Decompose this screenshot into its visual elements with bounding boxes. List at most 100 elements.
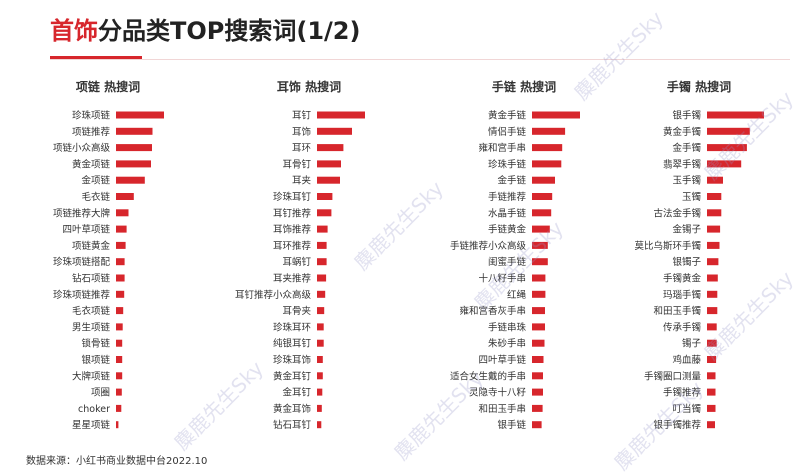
category-label: 珍珠项链	[72, 110, 111, 122]
bar	[707, 176, 723, 184]
category-label: 手链推荐小众高级	[450, 240, 527, 252]
category-label: 星星项链	[72, 419, 111, 431]
bar	[116, 258, 125, 266]
bar	[317, 404, 322, 412]
bar	[532, 258, 548, 266]
category-label: 叮当镯	[672, 403, 701, 415]
category-label: 耳环推荐	[273, 240, 312, 252]
category-label: 黄金项链	[72, 158, 111, 170]
bar	[532, 274, 546, 282]
bar	[532, 176, 555, 184]
bar	[532, 388, 543, 396]
category-label: 银手镯	[672, 110, 701, 122]
category-label: 红绳	[507, 289, 527, 301]
bar	[532, 290, 546, 298]
category-label: 耳钉	[292, 111, 312, 122]
category-label: choker	[78, 404, 110, 415]
category-label: 纯银耳钉	[273, 338, 312, 350]
bar	[707, 209, 722, 217]
bar	[317, 160, 341, 168]
page-title: 首饰分品类TOP搜索词(1/2)	[50, 14, 361, 60]
category-label: 古法金手镯	[653, 207, 701, 219]
category-label: 钻石项链	[72, 273, 111, 285]
bar	[707, 127, 750, 135]
category-label: 银手链	[497, 419, 526, 431]
category-label: 项链推荐	[72, 126, 111, 138]
bar	[317, 111, 365, 119]
bar	[116, 339, 123, 347]
category-label: 钻石耳钉	[273, 419, 312, 431]
data-source: 数据来源：小红书商业数据中台2022.10	[26, 456, 208, 467]
category-label: 雍和宫手串	[478, 142, 526, 154]
category-label: 项链黄金	[72, 240, 111, 252]
bar	[116, 209, 129, 217]
category-label: 水晶手链	[488, 207, 527, 219]
category-label: 珍珠耳饰	[273, 354, 311, 366]
category-label: 玛瑙手镯	[663, 289, 701, 301]
category-label: 银项链	[81, 354, 110, 366]
bar	[707, 372, 716, 380]
category-label: 鸡血藤	[672, 354, 701, 366]
bar	[707, 404, 716, 412]
category-label: 项圈	[91, 388, 110, 399]
bar	[116, 290, 125, 298]
category-label: 锁骨链	[81, 338, 110, 350]
bar	[116, 372, 123, 380]
bar	[532, 421, 542, 429]
category-label: 珍珠耳环	[273, 321, 311, 333]
bar	[317, 258, 327, 266]
bar	[707, 144, 747, 152]
category-label: 金耳钉	[282, 387, 311, 399]
bar	[116, 111, 164, 119]
bar	[532, 144, 563, 152]
category-label: 男生项链	[72, 321, 111, 333]
bar	[317, 274, 327, 282]
bar	[317, 193, 333, 200]
category-label: 金镯子	[672, 224, 701, 236]
bar	[116, 274, 125, 282]
category-label: 耳钉推荐	[273, 207, 312, 219]
category-label: 金手链	[497, 175, 526, 187]
bar	[707, 290, 718, 298]
category-label: 耳骨夹	[282, 305, 311, 317]
category-label: 适合女生戴的手串	[450, 370, 526, 382]
chart-title: 手链 热搜词	[492, 79, 556, 94]
category-label: 耳环	[292, 143, 311, 154]
bar	[116, 176, 145, 184]
category-label: 手镯圈口测量	[644, 370, 702, 382]
bar	[532, 404, 543, 412]
bar	[116, 323, 123, 331]
category-label: 灵隐寺十八籽	[469, 387, 527, 399]
category-label: 黄金耳钉	[273, 370, 312, 382]
bar	[707, 274, 718, 282]
bar	[116, 388, 122, 396]
category-label: 四叶草项链	[62, 224, 110, 236]
bar	[532, 372, 543, 380]
category-label: 耳饰	[292, 126, 311, 138]
category-label: 耳夹	[292, 175, 312, 187]
category-label: 手链推荐	[488, 191, 527, 203]
chart-title: 项链 热搜词	[76, 79, 140, 94]
bar	[707, 356, 717, 363]
category-label: 耳蜗钉	[282, 257, 311, 268]
bar	[116, 225, 127, 233]
chart-title: 手镯 热搜词	[667, 79, 731, 94]
bar	[707, 193, 722, 200]
bar	[317, 144, 344, 152]
title-rest: 分品类TOP搜索词(1/2)	[98, 17, 361, 45]
bar	[116, 127, 153, 135]
bar	[707, 160, 742, 168]
bar	[116, 193, 134, 200]
category-label: 大牌项链	[72, 370, 111, 382]
bar	[707, 111, 764, 119]
category-label: 珍珠耳钉	[273, 191, 312, 203]
bar	[116, 160, 151, 168]
bar	[707, 241, 720, 249]
bar	[532, 160, 562, 168]
category-label: 耳饰推荐	[273, 224, 312, 236]
category-label: 珍珠项链推荐	[53, 289, 111, 301]
category-label: 耳夹推荐	[273, 273, 312, 285]
category-label: 传承手镯	[663, 321, 701, 333]
bar	[317, 290, 326, 298]
